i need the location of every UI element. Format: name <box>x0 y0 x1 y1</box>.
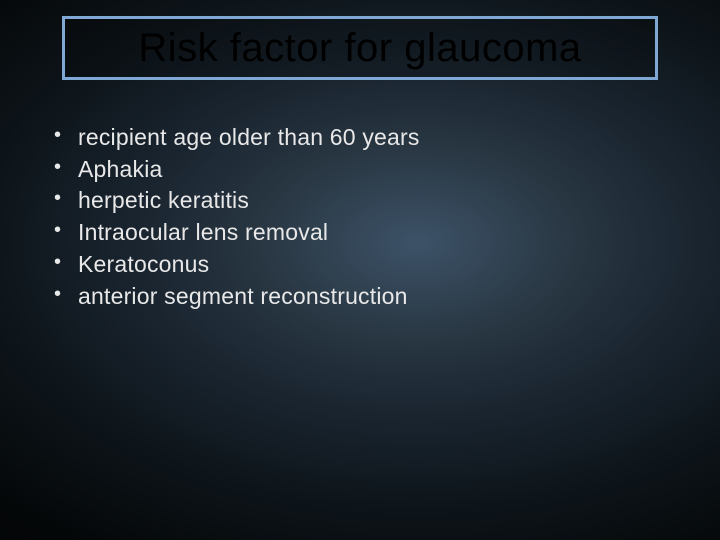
title-box: Risk factor for glaucoma <box>62 16 658 80</box>
list-item: anterior segment reconstruction <box>48 281 420 313</box>
list-item: recipient age older than 60 years <box>48 122 420 154</box>
list-item: Intraocular lens removal <box>48 217 420 249</box>
list-item: Aphakia <box>48 154 420 186</box>
bullet-list: recipient age older than 60 years Aphaki… <box>48 122 420 312</box>
list-item: herpetic keratitis <box>48 185 420 217</box>
slide-title: Risk factor for glaucoma <box>138 26 581 71</box>
list-item: Keratoconus <box>48 249 420 281</box>
